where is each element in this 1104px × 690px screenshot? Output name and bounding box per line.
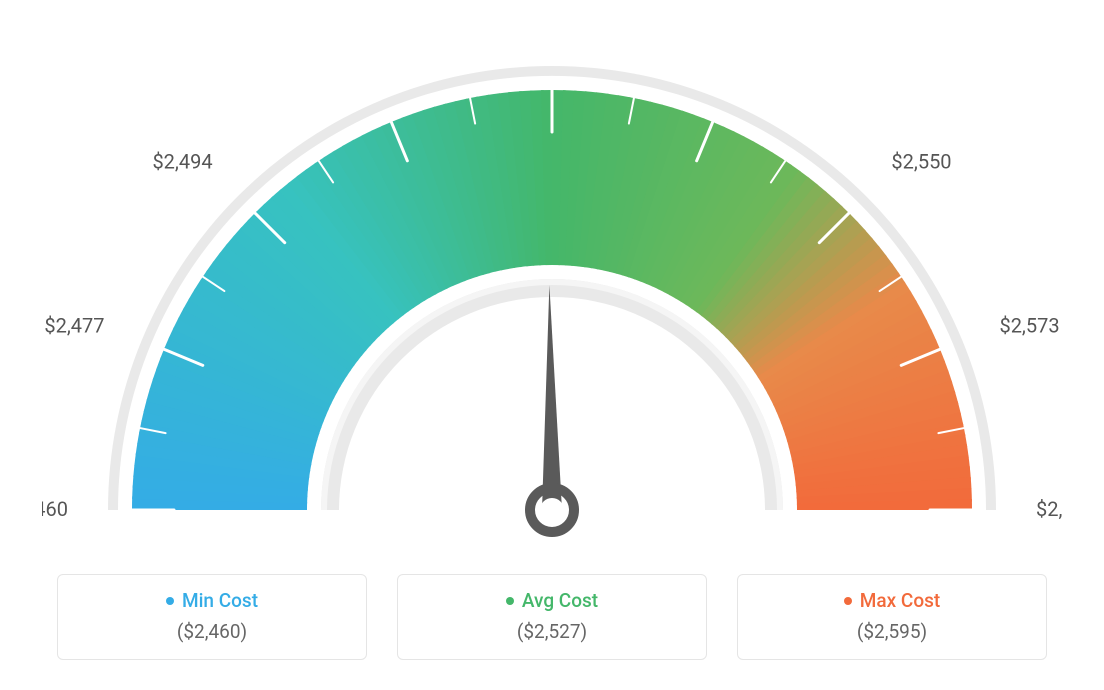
legend-card-min: Min Cost ($2,460) — [57, 574, 367, 660]
legend-avg-title: Avg Cost — [506, 589, 598, 612]
legend-row: Min Cost ($2,460) Avg Cost ($2,527) Max … — [0, 574, 1104, 660]
gauge-tick-label: $2,595 — [1036, 497, 1062, 521]
gauge-area: $2,460$2,477$2,494$2,527$2,550$2,573$2,5… — [42, 40, 1062, 560]
cost-gauge-widget: $2,460$2,477$2,494$2,527$2,550$2,573$2,5… — [0, 0, 1104, 690]
gauge-tick-label: $2,477 — [44, 313, 104, 337]
gauge-tick-label: $2,550 — [891, 150, 951, 174]
legend-card-avg: Avg Cost ($2,527) — [397, 574, 707, 660]
gauge-needle — [542, 285, 562, 510]
legend-card-max: Max Cost ($2,595) — [737, 574, 1047, 660]
gauge-svg: $2,460$2,477$2,494$2,527$2,550$2,573$2,5… — [42, 40, 1062, 560]
legend-max-value: ($2,595) — [748, 620, 1036, 643]
legend-max-title: Max Cost — [844, 589, 940, 612]
legend-avg-value: ($2,527) — [408, 620, 696, 643]
gauge-tick-label: $2,460 — [42, 497, 68, 521]
legend-min-title: Min Cost — [166, 589, 258, 612]
gauge-tick-label: $2,494 — [152, 150, 212, 174]
legend-min-value: ($2,460) — [68, 620, 356, 643]
gauge-tick-label: $2,573 — [999, 313, 1059, 337]
